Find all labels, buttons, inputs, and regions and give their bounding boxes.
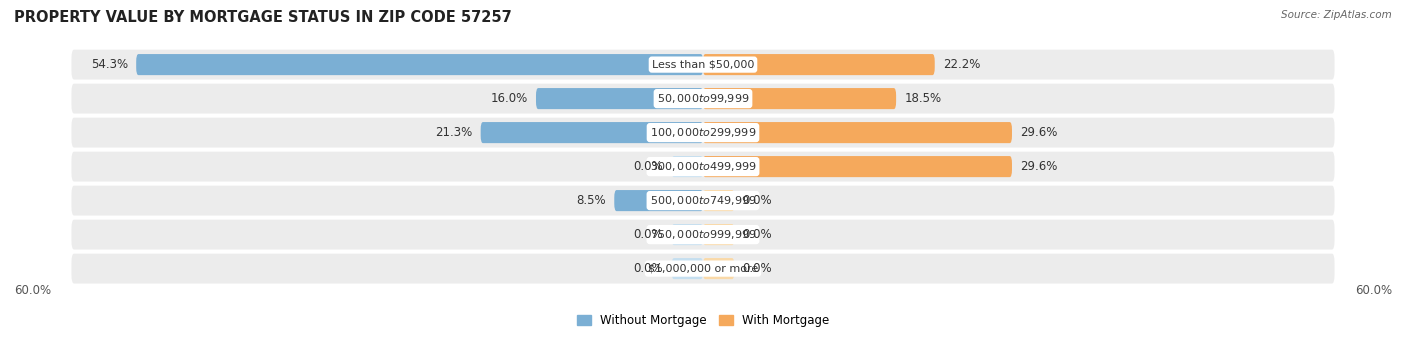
FancyBboxPatch shape <box>703 88 896 109</box>
Text: 8.5%: 8.5% <box>576 194 606 207</box>
Text: 22.2%: 22.2% <box>943 58 980 71</box>
Text: 0.0%: 0.0% <box>742 194 772 207</box>
FancyBboxPatch shape <box>536 88 703 109</box>
Text: $300,000 to $499,999: $300,000 to $499,999 <box>650 160 756 173</box>
Text: 0.0%: 0.0% <box>742 228 772 241</box>
Text: $750,000 to $999,999: $750,000 to $999,999 <box>650 228 756 241</box>
FancyBboxPatch shape <box>703 224 734 245</box>
Text: $1,000,000 or more: $1,000,000 or more <box>648 264 758 274</box>
FancyBboxPatch shape <box>703 54 935 75</box>
FancyBboxPatch shape <box>703 122 1012 143</box>
Text: 29.6%: 29.6% <box>1021 160 1057 173</box>
Text: 0.0%: 0.0% <box>742 262 772 275</box>
FancyBboxPatch shape <box>703 190 734 211</box>
Text: Source: ZipAtlas.com: Source: ZipAtlas.com <box>1281 10 1392 20</box>
FancyBboxPatch shape <box>72 118 1334 148</box>
Text: 16.0%: 16.0% <box>491 92 527 105</box>
Text: PROPERTY VALUE BY MORTGAGE STATUS IN ZIP CODE 57257: PROPERTY VALUE BY MORTGAGE STATUS IN ZIP… <box>14 10 512 25</box>
FancyBboxPatch shape <box>72 84 1334 114</box>
Text: $100,000 to $299,999: $100,000 to $299,999 <box>650 126 756 139</box>
Text: $500,000 to $749,999: $500,000 to $749,999 <box>650 194 756 207</box>
FancyBboxPatch shape <box>72 152 1334 182</box>
FancyBboxPatch shape <box>72 186 1334 216</box>
Text: Less than $50,000: Less than $50,000 <box>652 59 754 70</box>
FancyBboxPatch shape <box>614 190 703 211</box>
Text: 0.0%: 0.0% <box>634 160 664 173</box>
FancyBboxPatch shape <box>72 254 1334 284</box>
FancyBboxPatch shape <box>72 220 1334 250</box>
Text: 29.6%: 29.6% <box>1021 126 1057 139</box>
Text: $50,000 to $99,999: $50,000 to $99,999 <box>657 92 749 105</box>
Text: 21.3%: 21.3% <box>434 126 472 139</box>
Text: 0.0%: 0.0% <box>634 262 664 275</box>
FancyBboxPatch shape <box>136 54 703 75</box>
Text: 0.0%: 0.0% <box>634 228 664 241</box>
Text: 18.5%: 18.5% <box>904 92 942 105</box>
FancyBboxPatch shape <box>672 224 703 245</box>
FancyBboxPatch shape <box>672 156 703 177</box>
FancyBboxPatch shape <box>703 156 1012 177</box>
FancyBboxPatch shape <box>481 122 703 143</box>
FancyBboxPatch shape <box>672 258 703 279</box>
Text: 60.0%: 60.0% <box>14 285 51 298</box>
Legend: Without Mortgage, With Mortgage: Without Mortgage, With Mortgage <box>572 310 834 332</box>
Text: 54.3%: 54.3% <box>91 58 128 71</box>
FancyBboxPatch shape <box>703 258 734 279</box>
FancyBboxPatch shape <box>72 50 1334 80</box>
Text: 60.0%: 60.0% <box>1355 285 1392 298</box>
